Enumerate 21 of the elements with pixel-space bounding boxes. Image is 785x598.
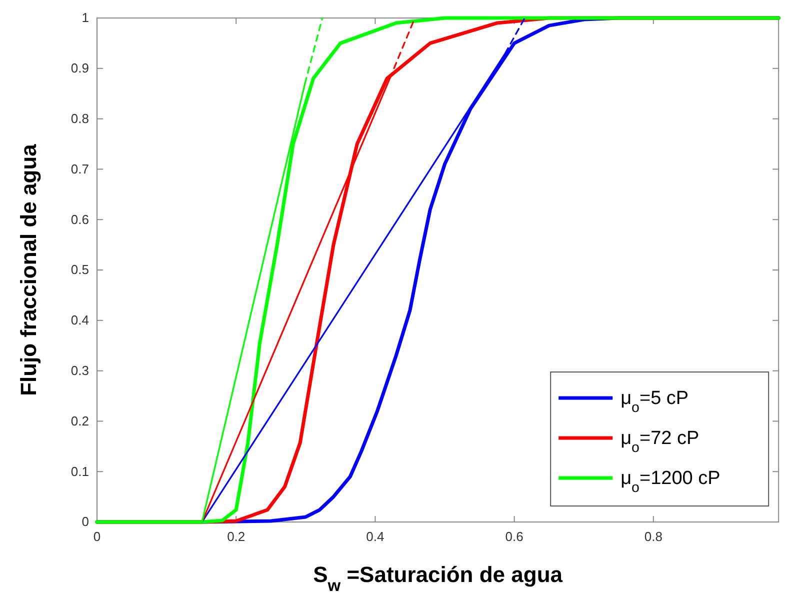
y-tick-label: 0.6 xyxy=(70,212,89,227)
x-tick-label: 0.8 xyxy=(644,529,662,544)
y-tick-label: 0.3 xyxy=(70,362,89,378)
legend-label: μ$_{o}$=1200 cP xyxy=(620,468,720,496)
y-tick-label: 0.7 xyxy=(70,161,89,176)
legend-label: μ$_{o}$=72 cP xyxy=(620,428,700,456)
y-tick-label: 0.4 xyxy=(70,312,89,328)
legend-label: μ$_{o}$=5 cP xyxy=(620,388,689,416)
y-tick-label: 0.8 xyxy=(70,110,89,126)
x-tick-label: 0.6 xyxy=(505,529,524,544)
y-tick-label: 0.5 xyxy=(70,262,89,278)
y-tick-label: 0 xyxy=(82,514,89,530)
y-tick-label: 1 xyxy=(82,10,89,26)
x-axis-title: S$_{w}$ =Saturación de agua xyxy=(313,562,564,595)
y-tick-label: 0.1 xyxy=(70,464,89,479)
y-tick-label: 0.9 xyxy=(70,60,89,76)
x-tick-label: 0.2 xyxy=(227,529,246,544)
y-tick-label: 0.2 xyxy=(70,413,89,428)
x-tick-label: 0.4 xyxy=(366,529,384,544)
x-tick-label: 0 xyxy=(93,529,101,544)
y-axis-title: Flujo fraccional de agua xyxy=(16,143,41,396)
